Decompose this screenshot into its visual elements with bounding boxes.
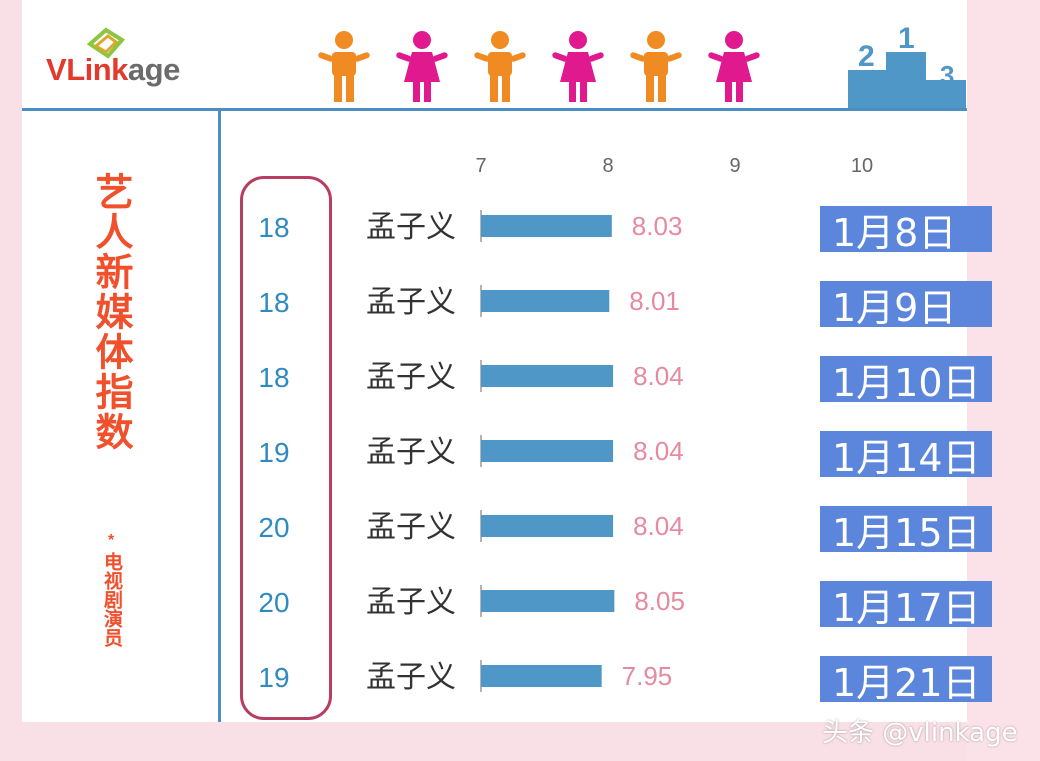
header-divider (22, 108, 967, 111)
bar-value-label: 8.01 (629, 286, 680, 316)
date-badge (820, 581, 992, 627)
date-label: 1月9日 (832, 286, 956, 330)
date-badge (820, 656, 992, 702)
rank-label: 18 (258, 212, 289, 243)
date-label: 1月21日 (832, 661, 981, 705)
person-male-icon (318, 31, 370, 102)
bar-value-label: 8.04 (633, 511, 684, 541)
watermark: 头条 @vlinkage (822, 718, 1018, 748)
svg-text:1: 1 (898, 22, 915, 55)
x-tick-label: 7 (475, 155, 486, 177)
category-label: 孟子义 (366, 285, 456, 320)
x-tick-label: 9 (729, 155, 740, 177)
bar-value-label: 8.04 (633, 436, 684, 466)
date-badge (820, 281, 992, 327)
logo-v: V (46, 52, 67, 87)
bar-value-label: 8.04 (633, 361, 684, 391)
logo-link: Link (66, 52, 128, 87)
sidebar-subtitle: 电视剧演员 (101, 552, 122, 647)
rank-label: 18 (258, 362, 289, 393)
date-label: 1月8日 (832, 211, 956, 255)
date-label: 1月10日 (832, 361, 981, 405)
date-badge (820, 506, 992, 552)
person-female-icon (396, 31, 448, 102)
sidebar-title: 艺人新媒体指数 (89, 172, 131, 452)
rank-label: 19 (258, 662, 289, 693)
category-label: 孟子义 (366, 210, 456, 245)
person-male-icon (630, 31, 682, 102)
rank-label: 18 (258, 287, 289, 318)
category-label: 孟子义 (366, 360, 456, 395)
person-female-icon (708, 31, 760, 102)
sidebar-divider (218, 111, 221, 722)
bar (481, 665, 602, 687)
category-label: 孟子义 (366, 585, 456, 620)
category-label: 孟子义 (366, 510, 456, 545)
svg-text:3: 3 (940, 60, 954, 90)
date-badge (820, 431, 992, 477)
date-label: 1月15日 (832, 511, 981, 555)
bar-value-label: 8.03 (632, 211, 683, 241)
category-label: 孟子义 (366, 435, 456, 470)
person-female-icon (552, 31, 604, 102)
date-badge (820, 356, 992, 402)
svg-text:2: 2 (858, 40, 875, 73)
bar-value-label: 8.05 (634, 586, 685, 616)
x-tick-label: 8 (602, 155, 613, 177)
date-label: 1月14日 (832, 436, 981, 480)
person-male-icon (474, 31, 526, 102)
bar (481, 215, 612, 237)
rank-label: 19 (258, 437, 289, 468)
date-label: 1月17日 (832, 586, 981, 630)
category-label: 孟子义 (366, 660, 456, 695)
bar (481, 365, 614, 387)
bar (481, 290, 610, 312)
rank-highlight-box (240, 176, 332, 720)
x-tick-label: 10 (851, 155, 873, 177)
bar-value-label: 7.95 (622, 661, 673, 691)
bar (481, 515, 614, 537)
podium-icon: 2 1 3 (848, 22, 966, 108)
date-badge (820, 206, 992, 252)
bar (481, 590, 615, 612)
logo-mark-icon (86, 27, 126, 59)
logo-age: age (127, 52, 180, 87)
bar (481, 440, 614, 462)
rank-label: 20 (258, 587, 289, 618)
brand-logo: VLinkage (46, 52, 180, 88)
sidebar-asterisk: * (108, 532, 115, 549)
rank-label: 20 (258, 512, 289, 543)
